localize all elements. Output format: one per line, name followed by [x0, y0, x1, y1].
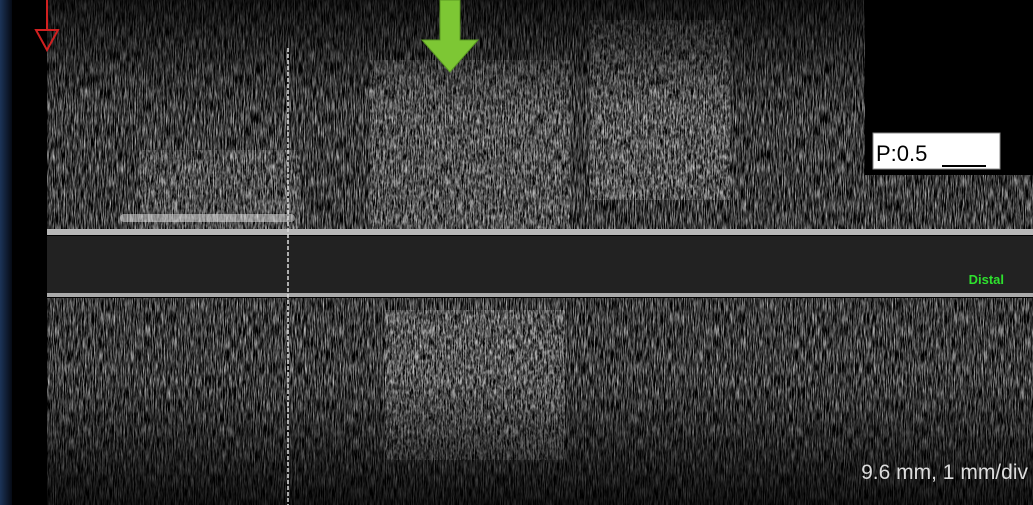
ultrasound-view: P:0.5 Distal 9.6 mm, 1 mm/div — [0, 0, 1033, 505]
upper-boundary — [47, 229, 1033, 235]
lower-boundary — [47, 293, 1033, 297]
left-edge — [0, 0, 12, 505]
lumen-band — [47, 236, 1033, 294]
direction-label: Distal — [969, 272, 1004, 287]
pressure-label: P:0.5 — [876, 141, 927, 166]
bright-echo — [120, 214, 295, 222]
page: P:0.5 Distal 9.6 mm, 1 mm/div (() => { c… — [0, 0, 1033, 505]
scale-label: 9.6 mm, 1 mm/div — [861, 461, 1028, 484]
